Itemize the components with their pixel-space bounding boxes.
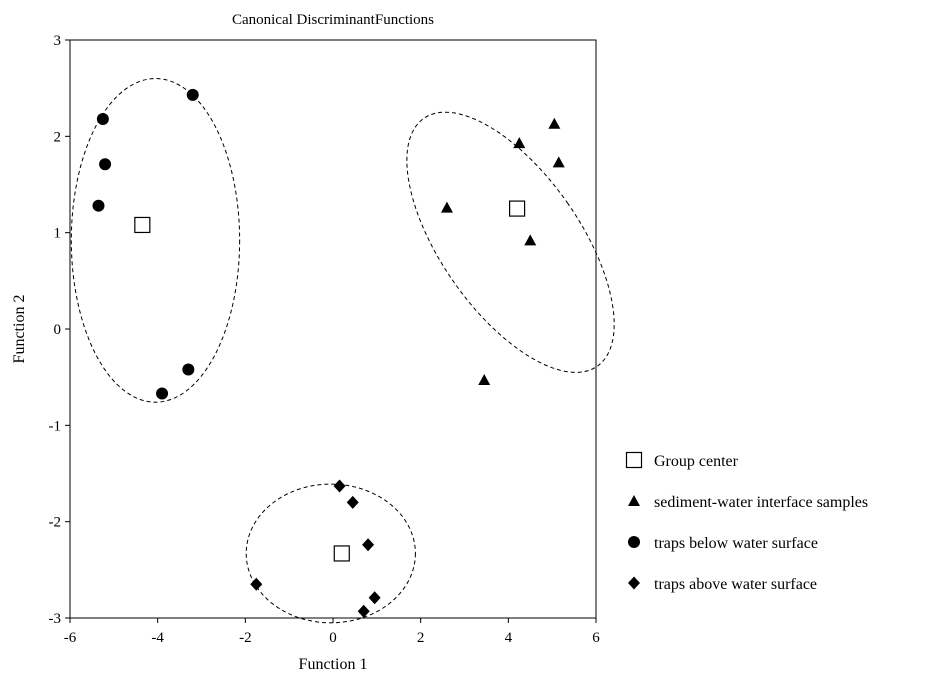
legend-label: traps above water surface <box>654 576 817 593</box>
data-point <box>524 234 537 246</box>
data-point <box>513 137 526 149</box>
legend-marker <box>625 451 643 469</box>
data-point <box>92 199 105 212</box>
legend-label: Group center <box>654 453 739 470</box>
data-point <box>333 545 350 562</box>
x-tick-label: 2 <box>417 630 425 646</box>
x-tick-label: -2 <box>239 630 252 646</box>
data-point <box>182 363 195 376</box>
legend-label: sediment-water interface samples <box>654 494 868 511</box>
y-tick-label: -2 <box>49 515 62 531</box>
data-point <box>333 479 346 493</box>
data-point <box>156 387 169 400</box>
x-tick-label: 6 <box>592 630 600 646</box>
chart-title: Canonical DiscriminantFunctions <box>232 12 434 28</box>
x-axis-label: Function 1 <box>299 656 368 673</box>
data-point <box>548 117 561 129</box>
y-tick-label: 1 <box>54 226 62 242</box>
y-axis-label: Function 2 <box>11 295 28 364</box>
group-ellipses <box>70 78 615 624</box>
data-points <box>92 88 565 618</box>
x-tick-label: -4 <box>151 630 164 646</box>
data-point <box>368 591 381 605</box>
legend-marker <box>628 536 640 548</box>
group-ellipse <box>406 111 615 373</box>
data-point <box>478 374 491 386</box>
data-point <box>552 156 565 168</box>
data-point <box>346 495 359 509</box>
axis-ticks: -6 -4 -2 0 2 4 6 -3 -2 -1 0 1 2 3 <box>49 33 601 646</box>
data-point <box>186 88 199 101</box>
group-ellipse <box>70 78 241 403</box>
group-ellipse <box>245 483 416 624</box>
data-point <box>509 200 526 217</box>
data-point <box>250 577 263 591</box>
data-point <box>362 538 375 552</box>
data-point <box>96 112 109 125</box>
y-tick-label: 2 <box>54 129 62 145</box>
legend: Group center sediment-water interface sam… <box>625 451 868 593</box>
data-point <box>440 201 453 213</box>
y-tick-label: 0 <box>54 322 62 338</box>
x-tick-label: -6 <box>64 630 77 646</box>
y-tick-label: -3 <box>49 611 62 627</box>
x-tick-label: 0 <box>329 630 337 646</box>
y-tick-label: -1 <box>49 418 62 434</box>
data-point <box>357 604 370 618</box>
legend-marker <box>628 495 640 506</box>
x-tick-label: 4 <box>505 630 513 646</box>
plot-frame <box>69 39 597 619</box>
legend-label: traps below water surface <box>654 535 818 552</box>
legend-marker <box>628 576 640 590</box>
data-point <box>134 216 151 234</box>
y-tick-label: 3 <box>54 33 62 49</box>
data-point <box>99 158 112 171</box>
